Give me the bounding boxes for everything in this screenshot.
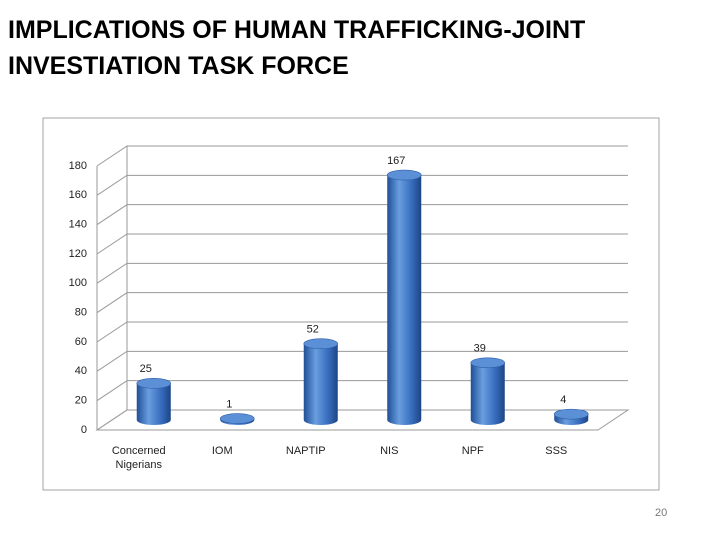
- grid-line: [96, 174, 628, 196]
- bar-top: [470, 357, 506, 369]
- value-label: 52: [307, 324, 319, 336]
- bar-top: [303, 338, 339, 350]
- grid-line: [96, 145, 628, 167]
- grid-line: [96, 204, 628, 226]
- x-tick-label: NIS: [380, 445, 399, 457]
- y-tick-label: 20: [75, 395, 87, 407]
- bar-body: [387, 175, 422, 425]
- grid-line: [96, 321, 628, 343]
- y-tick-label: 0: [81, 424, 87, 436]
- grid-line: [96, 350, 628, 372]
- x-tick-label: IOM: [211, 445, 233, 457]
- y-tick-label: 40: [75, 365, 87, 377]
- grid-line: [96, 409, 628, 431]
- value-label: 1: [226, 398, 232, 410]
- x-tick-label: Concerned Nigerians: [111, 445, 166, 471]
- bar-body: [136, 383, 171, 425]
- bar: [136, 378, 172, 425]
- value-label: 25: [140, 363, 152, 375]
- value-label: 167: [387, 155, 405, 167]
- bar-top: [553, 408, 589, 420]
- bar: [386, 169, 422, 425]
- slide-title: IMPLICATIONS OF HUMAN TRAFFICKING-JOINT …: [8, 16, 586, 80]
- value-label: 4: [560, 394, 566, 406]
- grid-line: [96, 233, 628, 255]
- bar-body: [303, 343, 338, 425]
- y-tick-label: 120: [69, 248, 87, 260]
- bar: [303, 338, 339, 425]
- x-tick-label: NAPTIP: [285, 445, 326, 457]
- y-tick-label: 100: [69, 277, 87, 289]
- grid-line: [96, 380, 628, 402]
- chart-frame: [42, 117, 660, 491]
- value-label: 39: [474, 343, 486, 355]
- bar: [553, 408, 589, 425]
- bar-top: [136, 378, 172, 389]
- x-tick-label: SSS: [545, 445, 568, 457]
- bar-body: [470, 362, 505, 425]
- grid-line: [96, 262, 628, 284]
- bar: [219, 413, 255, 425]
- y-tick-label: 60: [75, 336, 87, 348]
- y-tick-label: 160: [69, 189, 87, 201]
- bar-top: [386, 169, 422, 181]
- page-number: 20: [655, 507, 668, 519]
- y-tick-label: 180: [69, 160, 87, 172]
- grid-line: [96, 292, 628, 314]
- x-tick-label: NPF: [461, 445, 484, 457]
- bar-top: [219, 413, 255, 424]
- y-tick-label: 140: [69, 219, 87, 231]
- y-tick-label: 80: [75, 307, 87, 319]
- bar: [470, 357, 506, 425]
